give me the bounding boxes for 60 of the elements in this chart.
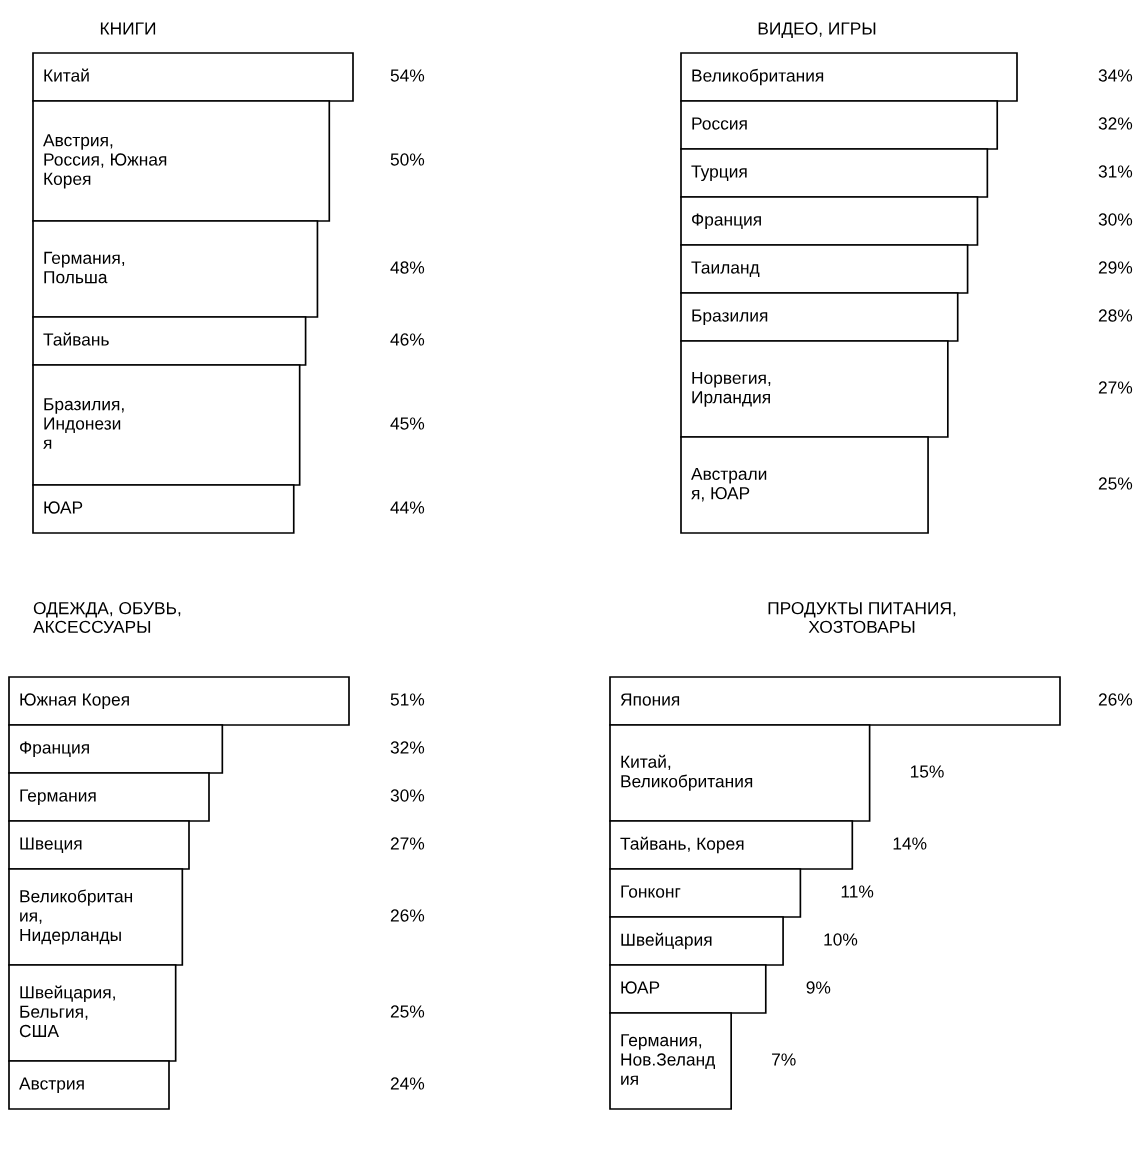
y-tick-label: Великобритания (692, 68, 824, 86)
y-tick-label: Тайвань (43, 332, 109, 346)
data-label: 48% (390, 261, 425, 274)
data-label: 26% (390, 909, 425, 922)
chart-title: ПРОДУКТЫ ПИТАНИЯ, ХОЗТОВАРЫ (768, 602, 956, 634)
y-tick-label: Бразилия, Индонези я (43, 398, 124, 449)
data-label: 32% (390, 741, 425, 754)
y-tick-label: Германия, Польша (44, 251, 125, 284)
y-tick-label: Норвегия, Ирландия (692, 371, 771, 407)
y-tick-label: Турция (691, 165, 747, 182)
y-tick-label: Австрия (19, 1077, 84, 1094)
data-label: 31% (1098, 165, 1133, 178)
y-tick-label: Китай, Великобритания (621, 754, 753, 791)
y-tick-label: Китай (44, 68, 89, 82)
y-tick-label: Германия, Нов.Зеланд ия (621, 1034, 715, 1085)
data-label: 10% (824, 933, 858, 946)
data-label: 27% (1098, 381, 1133, 394)
y-tick-label: Швейцария, Бельгия, США (19, 985, 115, 1038)
y-tick-label: Швейцария (621, 932, 712, 950)
data-label: 11% (841, 885, 874, 898)
data-label: 26% (1098, 693, 1133, 706)
y-tick-label: ЮАР (621, 981, 660, 994)
data-label: 28% (1098, 309, 1133, 322)
data-label: 25% (1098, 477, 1133, 490)
y-tick-label: Тайвань, Корея (620, 836, 744, 854)
data-label: 27% (390, 837, 425, 850)
y-tick-label: Таиланд (691, 261, 760, 277)
data-label: 45% (390, 417, 425, 430)
data-label: 29% (1098, 261, 1133, 274)
data-label: 14% (893, 837, 927, 850)
data-label: 34% (1098, 69, 1133, 82)
y-tick-label: Франция (692, 213, 761, 230)
y-tick-label: Швеция (20, 837, 82, 853)
y-tick-label: Бразилия (692, 309, 768, 326)
data-label: 24% (390, 1077, 425, 1090)
data-label: 50% (390, 153, 425, 166)
chart-title: ОДЕЖДА, ОБУВЬ, АКСЕССУАРЫ (33, 602, 181, 634)
y-tick-label: Япония (620, 693, 680, 706)
data-label: 30% (1098, 213, 1133, 226)
y-tick-label: ЮАР (44, 501, 83, 514)
data-label: 15% (910, 765, 944, 778)
data-label: 44% (390, 501, 425, 514)
y-tick-label: Гонконг (621, 885, 681, 898)
chart-title: КНИГИ (100, 22, 156, 35)
y-tick-label: Австрия, Россия, Южная Корея (43, 134, 167, 189)
y-tick-label: Германия (20, 789, 96, 806)
y-tick-label: Великобритан ия, Нидерланды (20, 889, 133, 945)
y-tick-label: Россия (692, 117, 747, 130)
y-tick-label: Южная Корея (20, 693, 129, 710)
data-label: 46% (390, 333, 425, 346)
y-tick-label: Франция (20, 741, 89, 758)
data-label: 32% (1098, 117, 1133, 130)
data-label: 7% (772, 1053, 796, 1066)
data-label: 25% (390, 1005, 425, 1018)
chart-title: ВИДЕО, ИГРЫ (758, 22, 876, 38)
data-label: 54% (390, 69, 425, 82)
y-tick-label: Австрали я, ЮАР (691, 467, 767, 502)
data-label: 9% (806, 981, 831, 994)
data-label: 30% (390, 789, 425, 802)
data-label: 51% (390, 693, 425, 706)
